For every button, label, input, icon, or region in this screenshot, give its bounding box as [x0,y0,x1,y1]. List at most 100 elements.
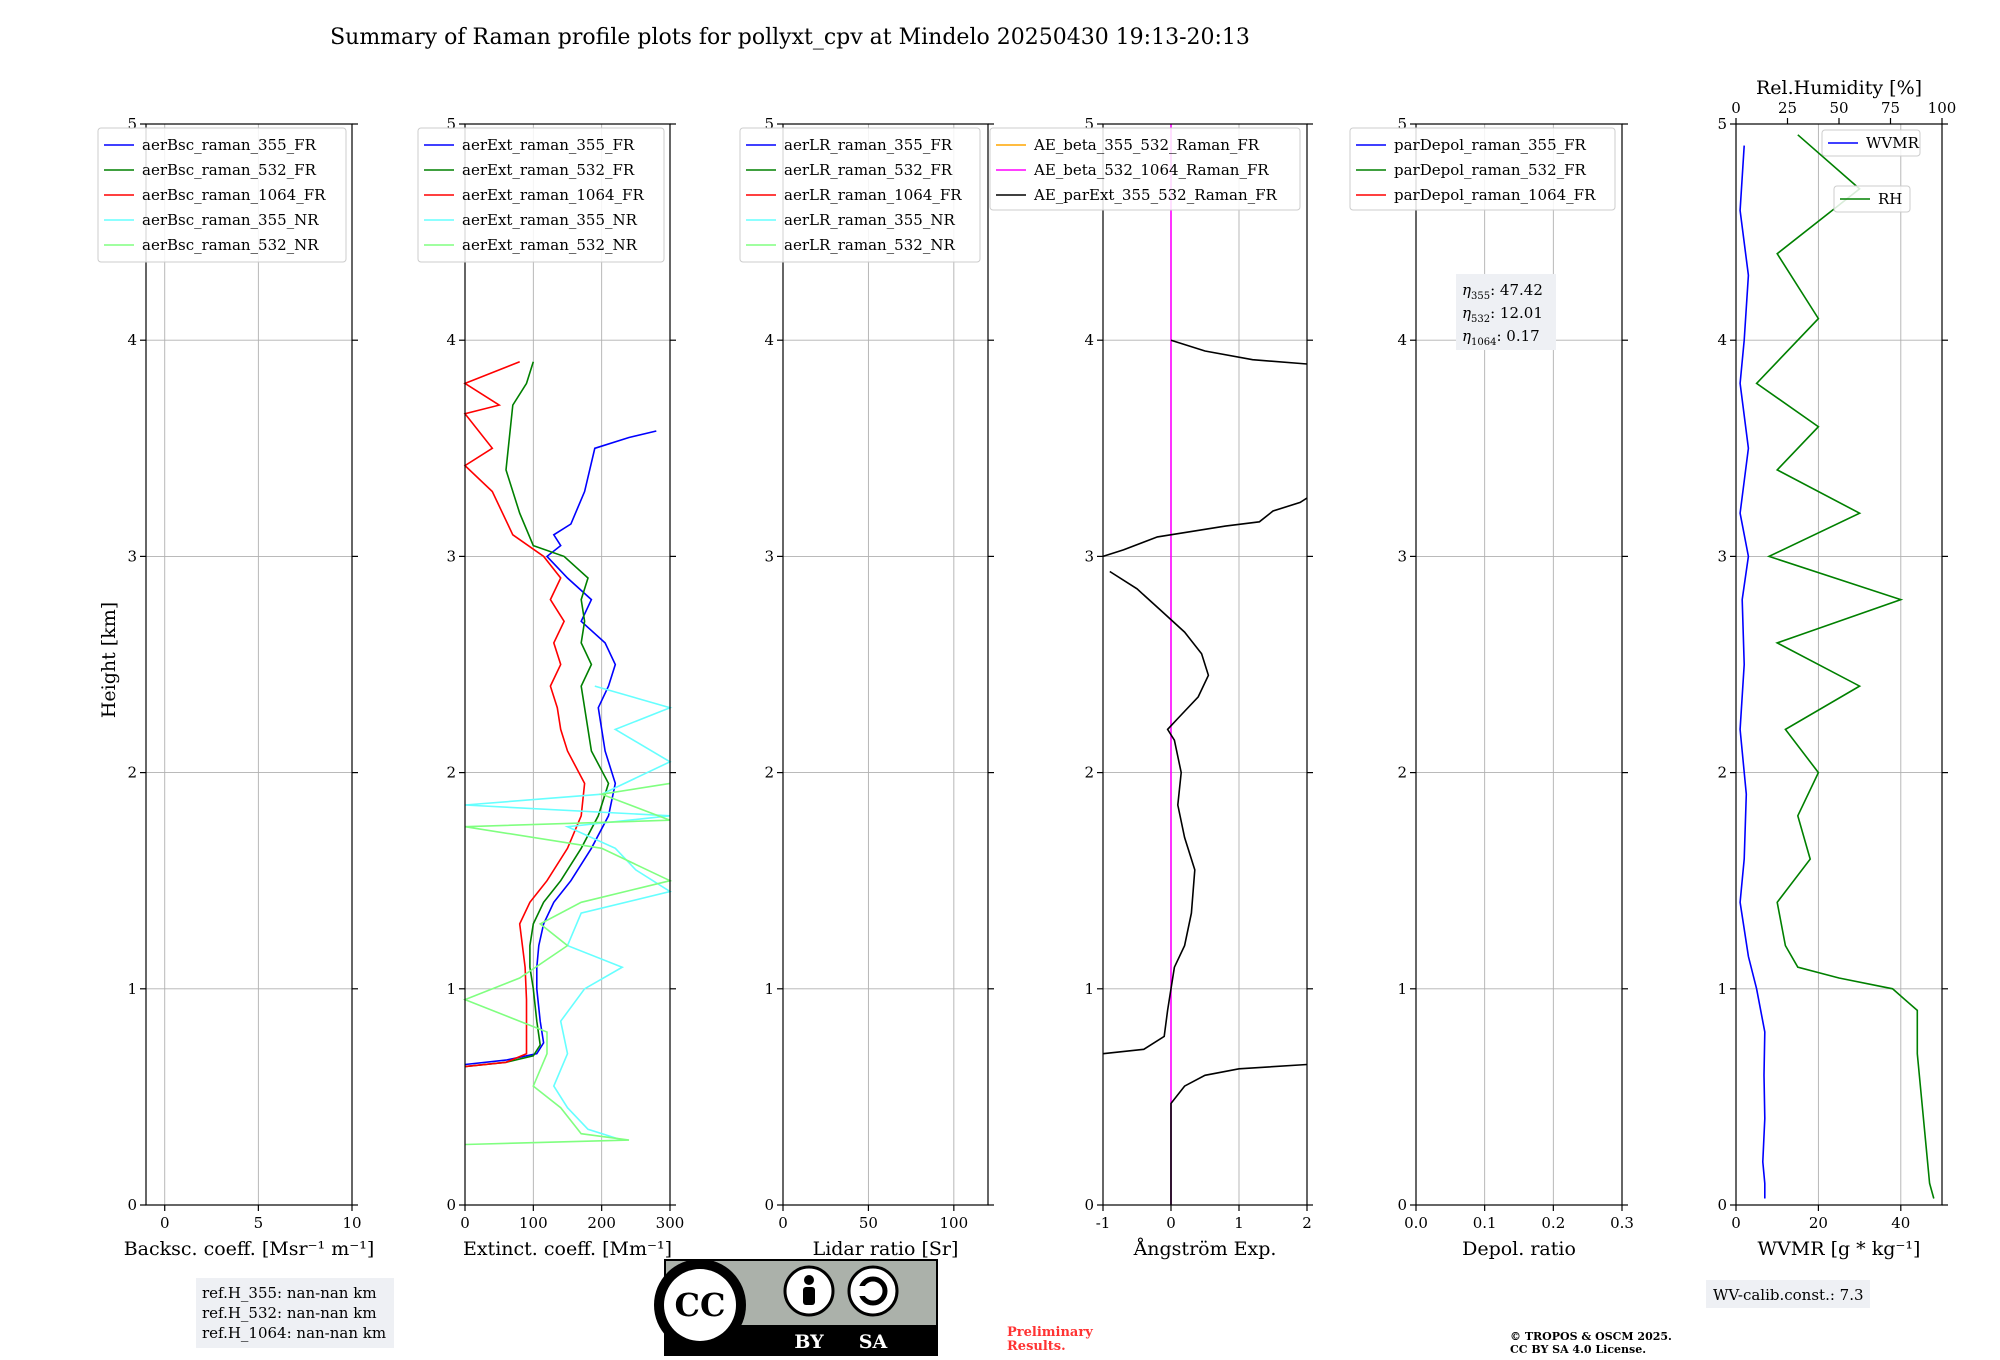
legend-lr: aerLR_raman_355_FR aerLR_raman_532_FR aerL… [739,127,981,263]
xtick-label: -1 [1096,1214,1111,1232]
legend-label: aerExt_raman_355_FR [462,136,635,154]
cc-license-badge: CC BY SA [654,1259,938,1356]
legend-label: aerLR_raman_1064_FR [784,186,962,204]
legend-label: WVMR [1866,134,1920,152]
series-aerExt_raman_532_FR [464,361,610,1068]
series-AE_parExt_355_532_Raman_FR_up [1102,497,1308,558]
ytick-label: 5 [1717,115,1727,133]
legend-label: parDepol_raman_532_FR [1394,161,1587,179]
xtick-label: 0 [160,1214,170,1232]
series-aerExt_raman_355_FR [464,430,657,1066]
legend-label: RH [1878,190,1902,208]
ytick-label: 4 [1084,331,1094,349]
legend-WVMR: WVMR [1821,129,1921,157]
xtick-label: 100 [940,1214,969,1232]
legend-label: aerLR_raman_355_NR [784,211,955,229]
series-RH [1755,134,1935,1199]
top-axis-label: Rel.Humidity [%] [1756,77,1922,99]
xtick-label: 50 [859,1214,878,1232]
copyright-line1: © TROPOS & OSCM 2025. [1510,1330,1672,1343]
ytick-label: 5 [446,115,456,133]
ytick-label: 0 [446,1196,456,1214]
legend-label: aerExt_raman_532_NR [462,236,638,254]
x-axis-label-lr: Lidar ratio [Sr] [813,1238,959,1260]
ytick-label: 5 [1397,115,1407,133]
legend-label: aerLR_raman_532_NR [784,236,955,254]
legend-label: aerBsc_raman_355_FR [142,136,317,154]
x-axis-label-bsc: Backsc. coeff. [Msr⁻¹ m⁻¹] [124,1238,375,1260]
ytick-label: 2 [446,764,456,782]
legend-label: aerBsc_raman_1064_FR [142,186,326,204]
ytick-label: 1 [1397,980,1407,998]
ytick-label: 0 [1717,1196,1727,1214]
series-AE_parExt_355_532_Raman_FR_mid [1102,570,1210,1055]
x-axis-label-ae: Ångström Exp. [1133,1238,1277,1260]
cc-logo-text: CC [675,1286,726,1324]
preliminary-line1: Preliminary [1007,1325,1093,1340]
sa-share-alike-icon [847,1265,899,1317]
legend-label: aerExt_raman_355_NR [462,211,638,229]
legend-RH: RH [1833,185,1911,213]
legend-label: aerBsc_raman_532_NR [142,236,319,254]
legend-label: AE_parExt_355_532_Raman_FR [1033,186,1278,204]
copyright-line2: CC BY SA 4.0 License. [1510,1343,1646,1356]
xtick-label: 20 [1809,1214,1828,1232]
legend-ae: AE_beta_355_532_Raman_FR AE_beta_532_1064… [989,127,1301,211]
eta-1064: η1064: 0.17 [1462,327,1540,348]
ytick-label: 3 [446,547,456,565]
xtick-label: 1 [1234,1214,1244,1232]
ytick-label: 3 [764,547,774,565]
xtick-label: 2 [1302,1214,1312,1232]
y-axis-label: Height [km] [98,602,120,718]
legend-label: aerBsc_raman_355_NR [142,211,319,229]
xtick-label: 0 [1166,1214,1176,1232]
refh-355: ref.H_355: nan-nan km [202,1284,377,1302]
ytick-label: 4 [127,331,137,349]
ytick-label: 4 [1717,331,1727,349]
ytick-label: 3 [1397,547,1407,565]
ytick-label: 5 [764,115,774,133]
ytick-label: 5 [1084,115,1094,133]
top-xtick-label: 25 [1778,99,1797,117]
series-WVMR [1739,145,1766,1199]
xtick-label: 0.1 [1473,1214,1497,1232]
xtick-label: 5 [254,1214,264,1232]
panel-wv: 0 20 40 0 1 2 3 4 5 WVMR [g * kg⁻¹] 0 25 50 75 100 Rel.… [1717,77,1956,1260]
legend-label: AE_beta_355_532_Raman_FR [1033,136,1260,154]
xtick-label: 300 [656,1214,685,1232]
wv-calib-box: WV-calib.const.: 7.3 [1706,1280,1870,1308]
ytick-label: 1 [1084,980,1094,998]
axes-frame [464,123,671,1206]
legend-label: parDepol_raman_355_FR [1394,136,1587,154]
ytick-label: 5 [127,115,137,133]
ytick-label: 3 [1084,547,1094,565]
legend-ext: aerExt_raman_355_FR aerExt_raman_532_FRae… [417,127,665,263]
top-xtick-label: 75 [1881,99,1900,117]
eta-532: η532: 12.01 [1462,304,1543,325]
legend-label: aerExt_raman_532_FR [462,161,635,179]
xtick-label: 40 [1891,1214,1910,1232]
ytick-label: 1 [446,980,456,998]
ytick-label: 1 [764,980,774,998]
xtick-label: 0 [1731,1214,1741,1232]
ytick-label: 0 [764,1196,774,1214]
xtick-label: 200 [587,1214,616,1232]
axes-frame [1735,123,1943,1206]
panel-ext: 0 100 200 300 0 1 2 3 4 5 Extinct. coeff. [Mm⁻¹] ae… [417,115,685,1260]
preliminary-line2: Results. [1007,1339,1066,1354]
ytick-label: 4 [764,331,774,349]
series-aerExt_raman_1064_FR [463,361,586,1068]
legend-label: AE_beta_532_1064_Raman_FR [1033,161,1269,179]
legend-label: parDepol_raman_1064_FR [1394,186,1596,204]
ytick-label: 2 [764,764,774,782]
eta-box: η355: 47.42 η532: 12.01 η1064: 0.17 [1456,274,1556,350]
figure-title: Summary of Raman profile plots for polly… [330,25,1250,50]
ytick-label: 2 [1717,764,1727,782]
panel-lr: 0 50 100 0 1 2 3 4 5 Lidar ratio [Sr] aerLR_raman_… [739,115,994,1260]
legend-dep: parDepol_raman_355_FR parDepol_raman_532_… [1349,127,1616,211]
series-AE_parExt_355_532_Raman_FR_top [1170,339,1308,365]
by-label: BY [794,1331,824,1353]
legend-label: aerBsc_raman_532_FR [142,161,317,179]
